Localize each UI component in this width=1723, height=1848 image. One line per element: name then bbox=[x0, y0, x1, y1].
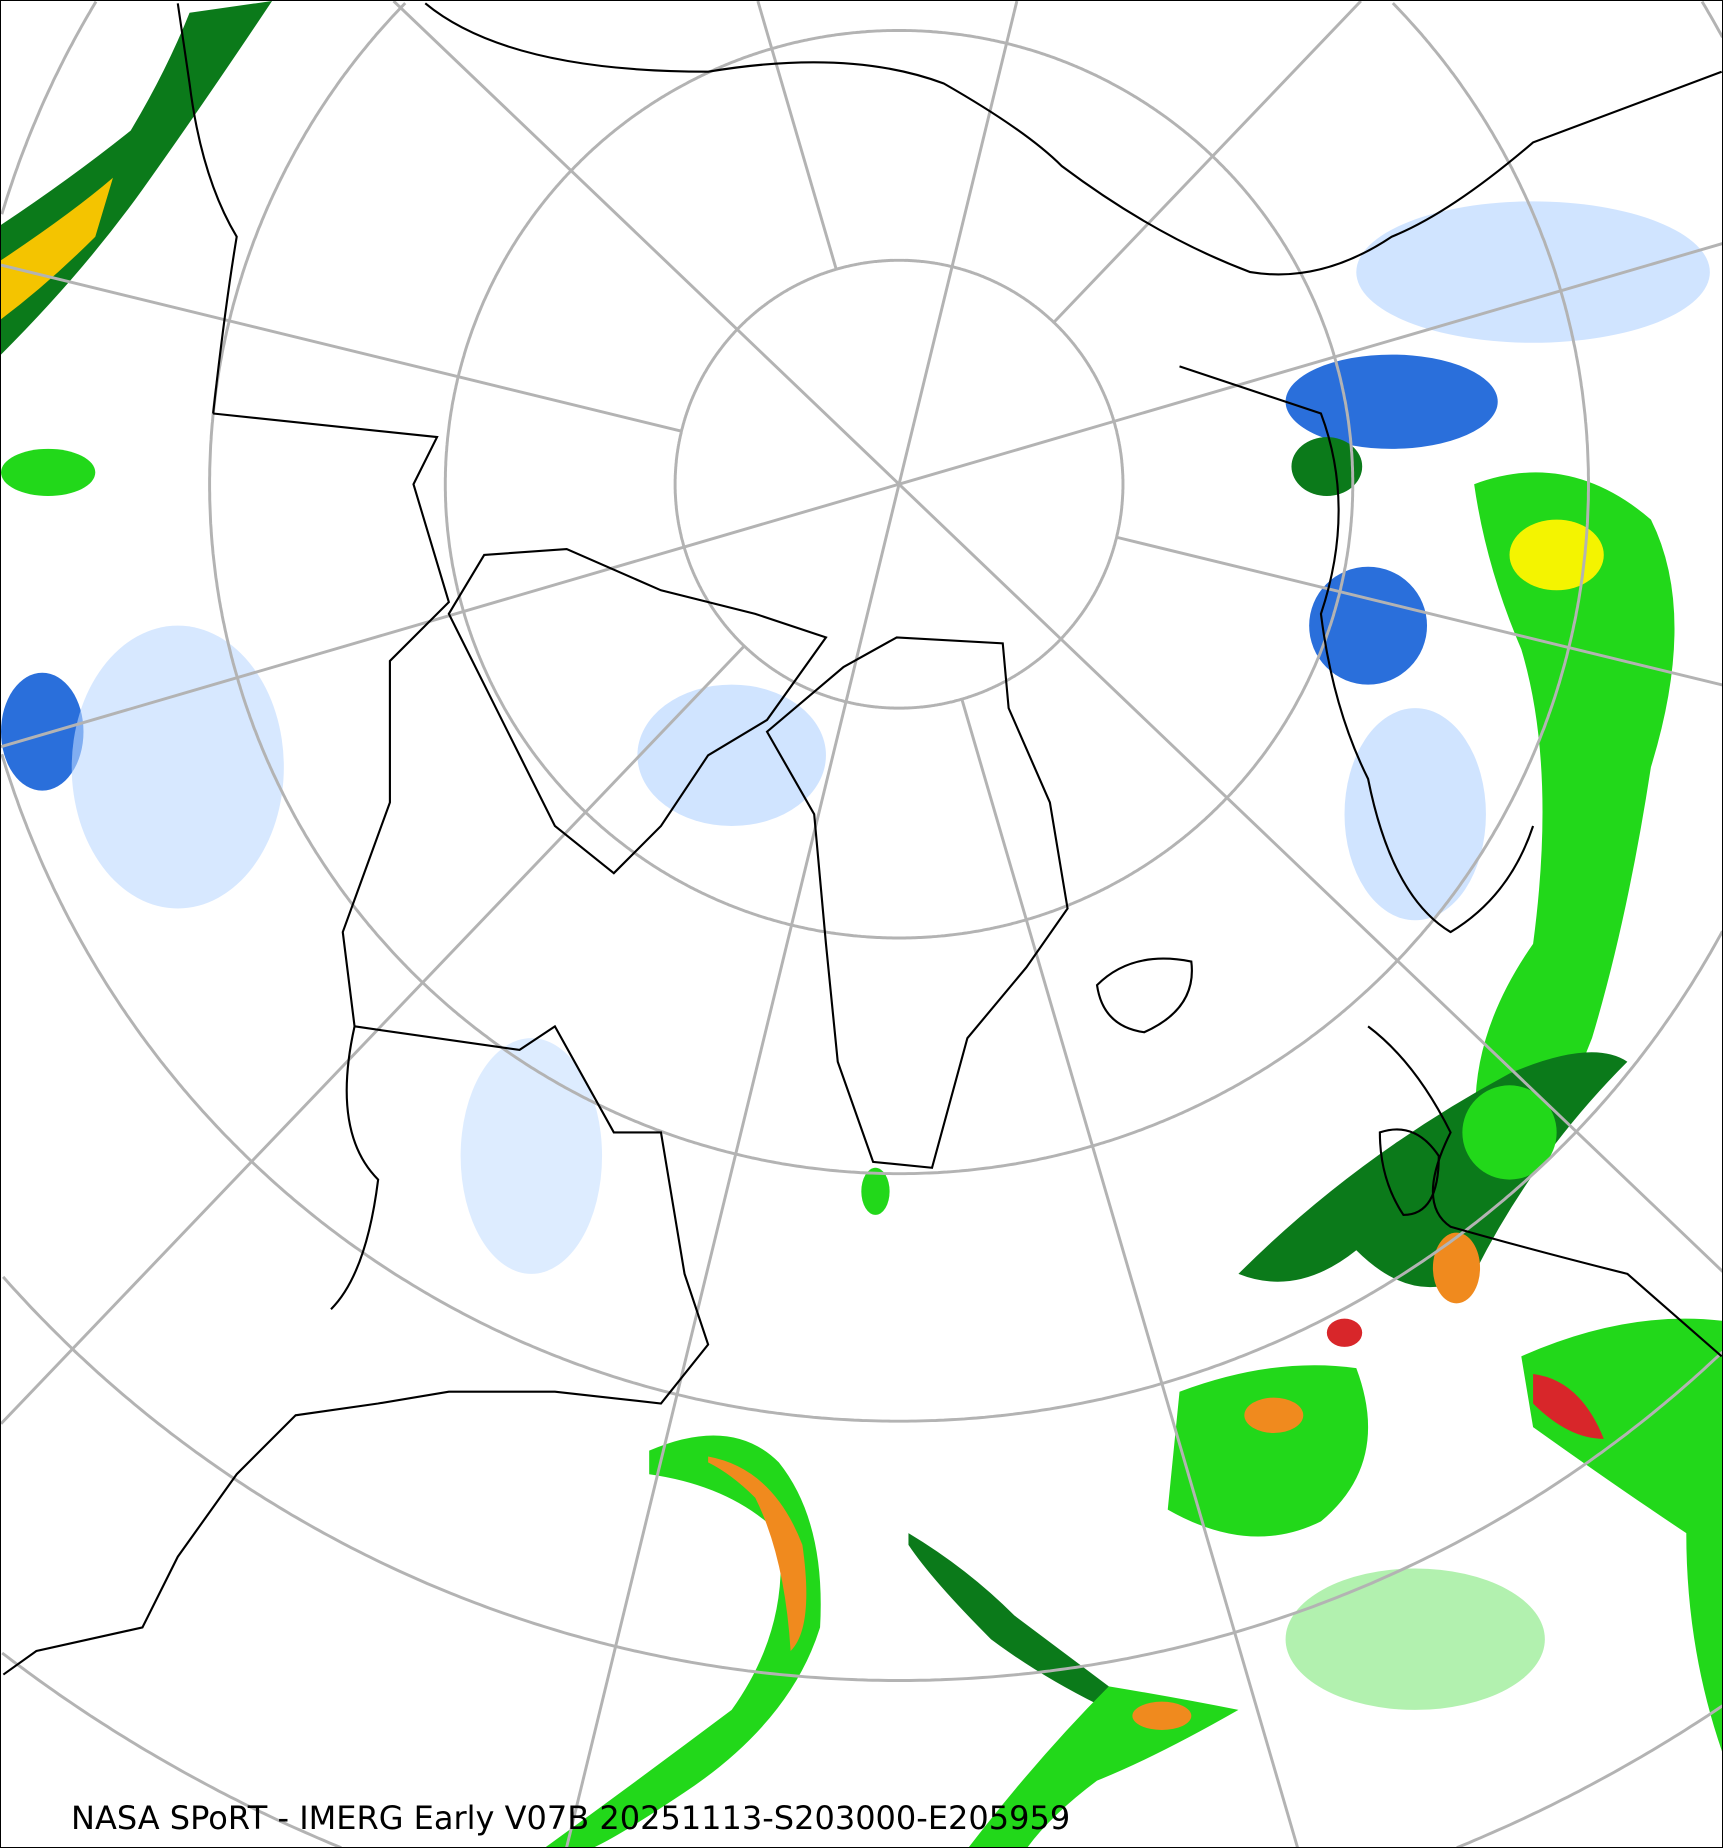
meridian-line bbox=[1, 263, 682, 433]
uk-coast bbox=[1378, 1128, 1440, 1216]
meridian-line bbox=[756, 1, 838, 270]
meridian-line bbox=[1059, 637, 1722, 1273]
precip-cell bbox=[1, 448, 96, 496]
precip-light bbox=[1356, 201, 1710, 343]
precip-blue bbox=[1309, 566, 1428, 685]
precip-yellow bbox=[1509, 519, 1604, 591]
precip-band-nw-core bbox=[1, 177, 113, 320]
precip-light bbox=[1344, 708, 1486, 921]
meridian-line bbox=[736, 328, 901, 486]
precip-dark-band bbox=[908, 1533, 1109, 1705]
meridian-line bbox=[898, 419, 1115, 486]
latitude-circle bbox=[443, 28, 1355, 940]
precip-atlantic-storm bbox=[1167, 1365, 1369, 1537]
latitude-circle bbox=[2, 1275, 1722, 1682]
meridian-line bbox=[683, 482, 900, 549]
meridian-line bbox=[1, 545, 685, 749]
precip-green bbox=[1291, 437, 1363, 496]
greenland-coast bbox=[765, 636, 1069, 1169]
europe-coast bbox=[1367, 1025, 1722, 1358]
precip-green bbox=[1462, 1085, 1557, 1180]
precip-europe bbox=[1474, 472, 1675, 1180]
precip-east-core bbox=[1533, 1374, 1604, 1439]
coastlines bbox=[2, 2, 1722, 1676]
meridian-line bbox=[897, 266, 954, 485]
meridian-line bbox=[565, 701, 848, 1847]
alaska-coast bbox=[176, 3, 238, 414]
precip-uk-band bbox=[1238, 1052, 1628, 1288]
precip-green bbox=[861, 1167, 890, 1215]
precip-orange bbox=[1244, 1397, 1304, 1433]
precip-red bbox=[1326, 1318, 1363, 1347]
eurasia-coast bbox=[424, 2, 1722, 276]
latitude-circle bbox=[1, 1651, 1722, 1847]
meridian-line bbox=[898, 483, 1062, 641]
canadian-archipelago bbox=[447, 547, 828, 875]
meridian-line bbox=[1, 645, 746, 1425]
latitude-circle bbox=[1, 1, 1722, 1423]
meridian-line bbox=[1052, 1, 1362, 324]
precip-orange bbox=[1432, 1232, 1481, 1304]
precip-band-core bbox=[708, 1456, 807, 1651]
map-caption: NASA SPoRT - IMERG Early V07B 20251113-S… bbox=[71, 1799, 1071, 1837]
precip-blue bbox=[1285, 354, 1498, 449]
precip-scattered bbox=[1285, 1568, 1545, 1710]
latitude-circle bbox=[673, 258, 1125, 710]
scandinavia-coast bbox=[1179, 365, 1535, 934]
precip-band-nw bbox=[1, 1, 273, 355]
precip-cell-blue bbox=[1, 672, 84, 791]
precip-light bbox=[460, 1038, 603, 1274]
meridian-line bbox=[950, 1, 1019, 267]
meridian-line bbox=[960, 698, 1299, 1847]
meridian-line bbox=[1116, 535, 1722, 687]
iceland-coast bbox=[1095, 957, 1193, 1034]
precip-orange bbox=[1132, 1701, 1192, 1730]
precip-light bbox=[71, 625, 284, 909]
hudson-bay-coast bbox=[330, 1026, 380, 1310]
precip-nw-atlantic-band bbox=[545, 1435, 821, 1847]
meridian-line bbox=[1113, 242, 1722, 423]
meridian-line bbox=[844, 483, 901, 703]
meridian-line bbox=[392, 1, 739, 331]
north-america-coast bbox=[2, 412, 710, 1676]
